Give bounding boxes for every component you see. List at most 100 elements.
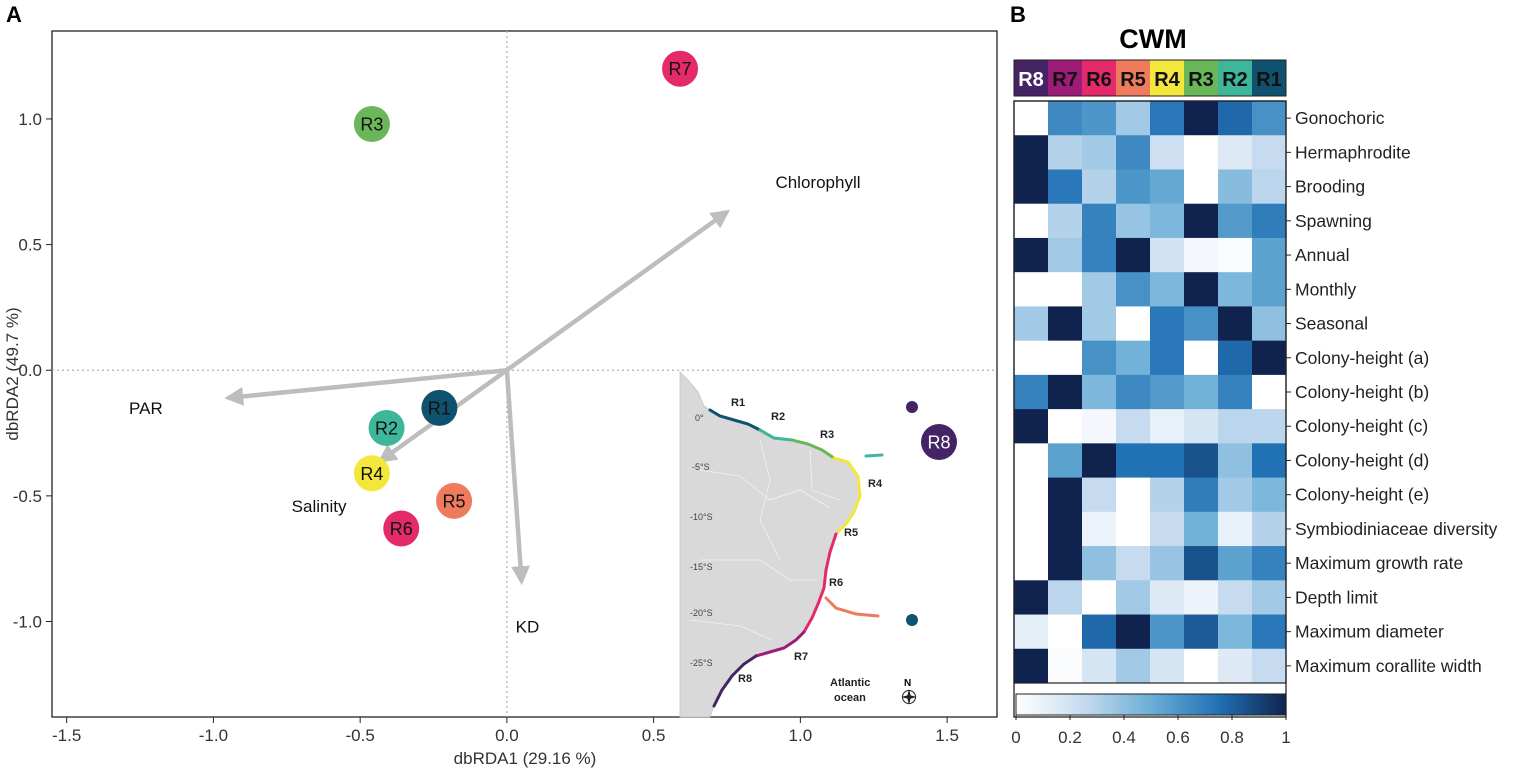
heatmap-cell xyxy=(1252,306,1287,342)
inset-state-borders xyxy=(689,439,841,641)
heatmap-cell xyxy=(1218,614,1253,650)
heatmap-cell xyxy=(1252,511,1287,547)
heatmap-cell xyxy=(1184,169,1219,205)
heatmap-cell xyxy=(1184,580,1219,616)
map-label-r7: R7 xyxy=(794,651,808,663)
point-r5: R5 xyxy=(436,482,473,519)
map-label-r8: R8 xyxy=(738,673,752,685)
inset-region-labels: R1 R2 R3 R4 R5 R6 R7 R8 xyxy=(731,397,883,685)
heatmap-cell xyxy=(1116,340,1151,376)
heatmap-cell xyxy=(1218,648,1253,684)
heatmap-cell xyxy=(1014,237,1049,273)
heatmap-cell xyxy=(1082,477,1117,513)
heatmap-cell xyxy=(1150,614,1185,650)
heatmap-cell xyxy=(1252,580,1287,616)
point-r8: R8 xyxy=(921,424,957,460)
heatmap-cell xyxy=(1014,614,1049,650)
lat-label: -20°S xyxy=(690,608,713,618)
column-header-label: R5 xyxy=(1120,69,1146,91)
lat-label: 0° xyxy=(695,413,704,423)
offshore-point-r8 xyxy=(906,401,918,413)
row-label: Colony-height (c) xyxy=(1295,416,1428,436)
x-tick-label: 0.0 xyxy=(495,726,519,745)
point-marker xyxy=(368,410,405,447)
point-r3: R3 xyxy=(353,105,390,142)
vector-chlorophyll xyxy=(505,209,731,373)
offshore-r3 xyxy=(864,453,884,458)
column-header-label: R7 xyxy=(1052,69,1078,91)
vector-kd xyxy=(504,370,530,586)
heatmap-cell xyxy=(1048,101,1083,136)
vector-label-kd: KD xyxy=(516,618,540,637)
x-tick-label: 1.0 xyxy=(789,726,813,745)
heatmap-cell xyxy=(1116,135,1151,170)
heatmap-cell xyxy=(1218,340,1253,376)
heatmap-cells xyxy=(1013,100,1287,684)
heatmap-cell xyxy=(1014,648,1049,684)
heatmap-cell xyxy=(1150,203,1185,239)
heatmap-cell xyxy=(1048,135,1083,170)
x-tick-label: -1.5 xyxy=(52,726,81,745)
heatmap-cell xyxy=(1150,169,1185,205)
vector-label-par: PAR xyxy=(129,399,163,418)
column-header-label: R3 xyxy=(1188,69,1214,91)
heatmap-cell xyxy=(1184,237,1219,273)
heatmap-cell xyxy=(1116,306,1151,342)
heatmap-cell xyxy=(1048,443,1083,479)
heatmap-cell xyxy=(1184,443,1219,479)
coast-r6 xyxy=(802,532,838,634)
row-label: Depth limit xyxy=(1295,587,1378,607)
heatmap-cell xyxy=(1150,546,1185,581)
y-tick-label: -0.5 xyxy=(13,487,42,506)
colorbar-gradient xyxy=(1015,693,1287,716)
env-vector-labels: Chlorophyll PAR Salinity KD xyxy=(129,173,860,637)
map-label-r5: R5 xyxy=(844,527,858,539)
map-label-r3: R3 xyxy=(820,429,834,441)
heatmap-cell xyxy=(1048,511,1083,547)
coast-r4 xyxy=(832,456,862,514)
row-label: Annual xyxy=(1295,245,1350,265)
heatmap-cell xyxy=(1218,409,1253,444)
heatmap-cell xyxy=(1082,580,1117,616)
x-axis-ticks: -1.5 -1.0 -0.5 0.0 0.5 1.0 1.5 xyxy=(52,717,959,745)
column-header-frame xyxy=(1013,59,1287,97)
inset-map: 0° -5°S -10°S -15°S -20°S -25°S R1 R2 R3… xyxy=(679,371,918,718)
heatmap-cell xyxy=(1150,306,1185,342)
vector-label-salinity: Salinity xyxy=(292,497,347,516)
point-label: R7 xyxy=(669,59,692,79)
x-axis-label: dbRDA1 (29.16 %) xyxy=(454,749,597,768)
coast-r7 xyxy=(754,630,806,658)
column-header-label: R6 xyxy=(1086,69,1112,91)
point-label: R5 xyxy=(443,491,466,511)
heatmap-cell xyxy=(1116,101,1151,136)
row-label: Brooding xyxy=(1295,177,1365,197)
column-header-r1 xyxy=(1252,60,1286,96)
column-header-r3 xyxy=(1184,60,1218,96)
heatmap-cell xyxy=(1014,477,1049,513)
heatmap-cell xyxy=(1014,511,1049,547)
heatmap-cell xyxy=(1082,169,1117,205)
heatmap-cell xyxy=(1184,477,1219,513)
y-tick-label: 0.0 xyxy=(18,361,42,380)
point-marker xyxy=(383,510,420,547)
heatmap-cell xyxy=(1082,135,1117,170)
heatmap-cell xyxy=(1048,237,1083,273)
point-marker xyxy=(353,455,390,492)
heatmap-cell xyxy=(1014,135,1049,170)
y-axis-ticks: -1.0 -0.5 0.0 0.5 1.0 xyxy=(13,110,52,632)
svg-text:N: N xyxy=(904,678,911,689)
heatmap-cell xyxy=(1116,203,1151,239)
column-header-r8 xyxy=(1014,60,1048,96)
svg-text:ocean: ocean xyxy=(834,692,866,704)
heatmap-cell xyxy=(1218,237,1253,273)
heatmap-cell xyxy=(1116,409,1151,444)
x-tick-label: 1.5 xyxy=(935,726,959,745)
heatmap-cell xyxy=(1218,135,1253,170)
heatmap-cell xyxy=(1252,203,1287,239)
map-label-r6: R6 xyxy=(829,577,843,589)
x-tick-label: -0.5 xyxy=(346,726,375,745)
heatmap-cell xyxy=(1184,203,1219,239)
inset-coastline-regions xyxy=(708,408,884,708)
point-r2: R2 xyxy=(368,410,405,447)
heatmap-row-labels: Gonochoric Hermaphrodite Brooding Spawning A… xyxy=(1286,108,1498,676)
